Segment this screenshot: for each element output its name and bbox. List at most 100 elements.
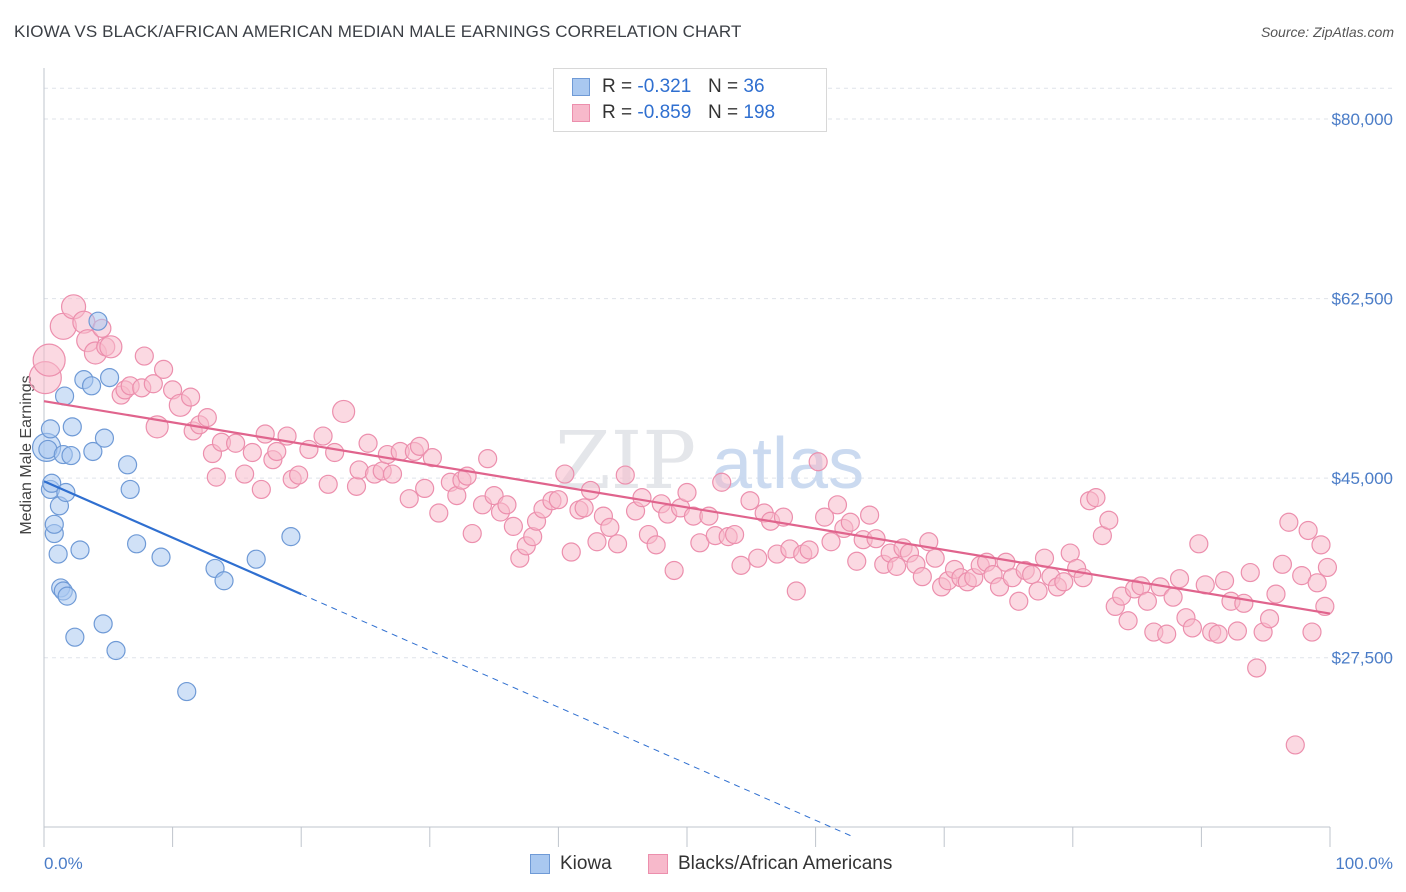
black-data-point (497, 495, 517, 515)
kiowa-data-point (54, 386, 75, 406)
kiowa-data-point (48, 544, 68, 564)
black-data-point (143, 374, 163, 394)
trend-lines (43, 400, 1331, 838)
black-data-point (358, 433, 378, 453)
kiowa-data-point (83, 441, 103, 462)
black-data-point (690, 533, 710, 553)
black-data-point (206, 467, 226, 487)
black-data-point (1247, 658, 1267, 678)
black-data-point (1163, 587, 1183, 607)
black-data-point (1086, 488, 1106, 508)
black-data-point (346, 476, 367, 496)
y-tick-label: $27,500 (1332, 649, 1393, 668)
black-data-point (1317, 557, 1338, 578)
kiowa-trend-extension (300, 593, 855, 838)
bottom-legend-black: Blacks/African Americans (648, 852, 892, 876)
kiowa-data-point (281, 527, 301, 547)
kiowa-data-point (117, 455, 138, 475)
black-data-point (251, 479, 271, 500)
black-data-point (409, 436, 430, 456)
black-data-point (808, 452, 828, 472)
black-data-point (422, 448, 442, 468)
black-data-point (332, 399, 356, 424)
black-data-point (1298, 520, 1318, 541)
black-data-point (799, 540, 819, 560)
black-data-point (478, 449, 498, 469)
black-data-point (607, 534, 628, 554)
black-data-point (1292, 566, 1312, 586)
black-data-point (1022, 564, 1042, 585)
black-data-point (925, 548, 945, 568)
watermark-zip: ZIP (555, 414, 696, 507)
black-data-point (724, 524, 745, 545)
kiowa-data-point (177, 681, 197, 702)
black-data-point (313, 426, 333, 446)
black-data-point (1189, 534, 1209, 554)
legend-row-black: R = -0.859 N = 198 (572, 101, 775, 125)
black-data-point (664, 560, 684, 581)
kiowa-trend-line (43, 480, 302, 596)
black-r-value: -0.859 (637, 102, 692, 123)
black-data-point (153, 359, 174, 379)
black-data-point (600, 517, 620, 538)
black-data-point (462, 523, 482, 544)
black-data-point (1028, 581, 1048, 601)
black-data-point (415, 478, 435, 499)
black-data-point (815, 507, 835, 527)
black-data-point (748, 548, 768, 568)
black-data-point (840, 512, 860, 532)
black-data-point (1208, 624, 1228, 644)
y-tick-label: $62,500 (1332, 290, 1393, 309)
black-data-point (1157, 624, 1177, 644)
kiowa-swatch-icon (572, 78, 590, 96)
black-data-point (548, 490, 569, 510)
x-tick-label: 100.0% (1335, 854, 1393, 873)
black-data-point (677, 482, 697, 503)
black-data-point (226, 433, 246, 453)
black-data-point (740, 491, 760, 511)
kiowa-data-point (94, 428, 115, 448)
black-data-point (587, 532, 607, 552)
kiowa-n-label: N = (708, 76, 739, 97)
black-data-point (503, 516, 523, 536)
black-data-point (242, 442, 262, 463)
black-data-point (1279, 512, 1299, 532)
black-data-point (887, 556, 907, 576)
black-n-label: N = (708, 102, 739, 123)
black-series-points (28, 294, 1338, 755)
black-n-value: 198 (743, 102, 776, 123)
kiowa-data-point (70, 540, 90, 560)
black-data-point (429, 503, 449, 523)
black-trend-line (43, 400, 1331, 615)
kiowa-data-point (214, 571, 234, 591)
kiowa-data-point (246, 549, 266, 569)
x-tick-label: 0.0% (44, 854, 83, 873)
black-data-point (1099, 510, 1119, 530)
black-data-point (1302, 622, 1322, 642)
black-data-point (574, 498, 594, 518)
chart-title: KIOWA VS BLACK/AFRICAN AMERICAN MEDIAN M… (14, 22, 742, 41)
watermark-atlas: atlas (712, 424, 864, 504)
black-data-point (181, 387, 201, 407)
kiowa-data-point (93, 614, 113, 634)
black-data-point (1259, 609, 1280, 629)
black-data-point (1009, 591, 1029, 611)
kiowa-data-point (40, 419, 61, 439)
black-data-point (847, 551, 867, 571)
black-data-point (484, 485, 504, 506)
kiowa-n-value: 36 (743, 76, 765, 97)
black-data-point (1169, 569, 1190, 589)
black-data-point (615, 465, 635, 485)
kiowa-r-label: R = (602, 76, 633, 97)
black-data-point (1118, 611, 1138, 631)
black-data-point (197, 408, 217, 428)
black-data-point (1240, 562, 1260, 583)
black-data-point (1285, 735, 1305, 755)
tick-labels: $27,500 $45,000 $62,500 $80,000 0.0% 100.0% (44, 110, 1393, 873)
black-data-point (1311, 535, 1331, 555)
y-tick-label: $45,000 (1332, 469, 1393, 488)
black-swatch-icon (572, 104, 590, 122)
kiowa-series-points (31, 311, 301, 702)
kiowa-data-point (44, 514, 64, 534)
